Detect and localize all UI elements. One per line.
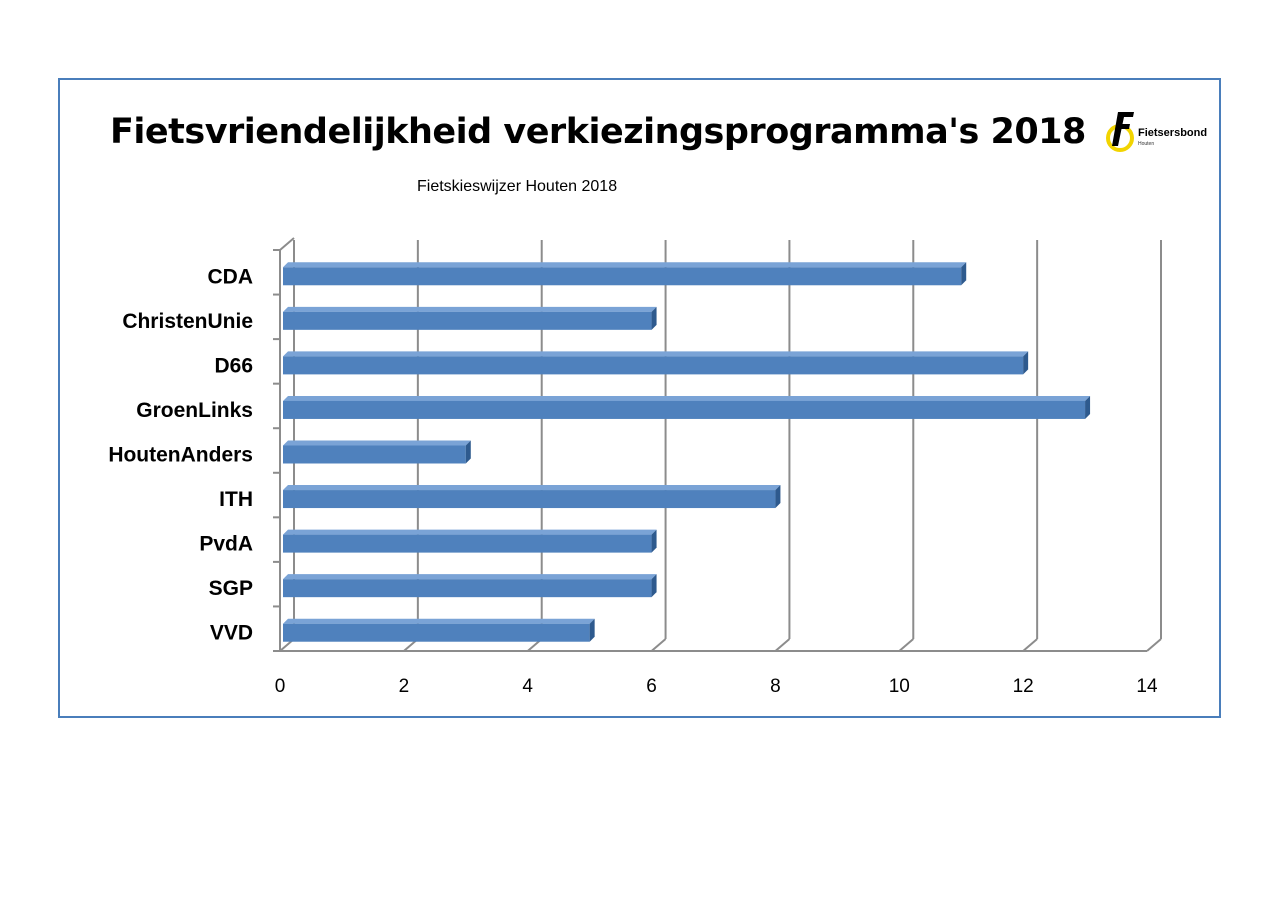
bar-side [465,440,471,464]
bar [283,579,652,598]
bar-side [1085,395,1091,419]
x-tick-label: 6 [646,676,657,697]
category-label: CDA [208,265,254,288]
bar-top [283,618,595,624]
bar-group [283,351,1029,375]
axes [273,237,1147,652]
bar [283,623,590,642]
x-tick-label: 12 [1013,676,1034,697]
bar [283,490,776,509]
gridlines [279,240,1162,652]
bar-side [1023,351,1029,375]
bar-top [283,440,471,446]
bar-group [283,485,781,509]
bar [283,534,652,553]
category-label: D66 [214,354,253,377]
bar-side [651,306,657,330]
bar-side [961,262,967,286]
chart-title: Fietsvriendelijkheid verkiezingsprogramm… [110,112,1086,152]
category-label: VVD [210,622,253,645]
category-label: GroenLinks [136,399,253,422]
bar-top [283,529,657,535]
bars [283,262,1091,642]
bar-top [283,395,1091,401]
floor-gridline [774,638,791,652]
bar [283,356,1024,375]
x-tick-label: 2 [399,676,410,697]
x-tick-label: 14 [1136,676,1158,697]
floor-gridline [1146,638,1162,652]
floor-gridline [1022,638,1038,652]
bar-side [589,618,595,642]
bar-top [283,262,967,268]
bar-group [283,262,967,286]
fietsersbond-logo [1106,112,1134,152]
logo-text: Fietsersbond [1138,127,1208,139]
bar-top [283,574,657,580]
bar [283,267,962,286]
bar [283,311,652,330]
floor-gridline [650,638,667,652]
category-label: HoutenAnders [108,444,253,467]
x-tick-label: 10 [889,676,910,697]
category-axis-top [279,237,295,251]
bar-group [283,574,657,598]
bar-side [651,529,657,553]
x-tick-label: 8 [770,676,781,697]
category-label: ChristenUnie [122,310,253,333]
bar-group [283,529,657,553]
category-label: PvdA [199,533,253,556]
chart-subtitle: Fietskieswijzer Houten 2018 [417,178,618,195]
bar-group [283,306,657,330]
bar-top [283,306,657,312]
category-label: ITH [219,488,253,511]
category-label: SGP [209,577,253,600]
bar-side [651,574,657,598]
bar-group [283,440,471,464]
labels: 0 2 4 6 8 10 12 14 CDA ChristenUnie D66 GroenLinks H… [108,265,1158,697]
bar [283,400,1086,419]
bar-group [283,618,595,642]
logo-subtext: Houten [1138,141,1155,147]
bar-top [283,485,781,491]
logo-f-icon [1112,112,1134,146]
bar [283,445,466,464]
x-tick-label: 0 [275,676,286,697]
x-tick-label: 4 [522,676,533,697]
bar-top [283,351,1029,357]
floor-gridline [898,638,914,652]
bar-group [283,395,1091,419]
bar-side [775,485,781,509]
